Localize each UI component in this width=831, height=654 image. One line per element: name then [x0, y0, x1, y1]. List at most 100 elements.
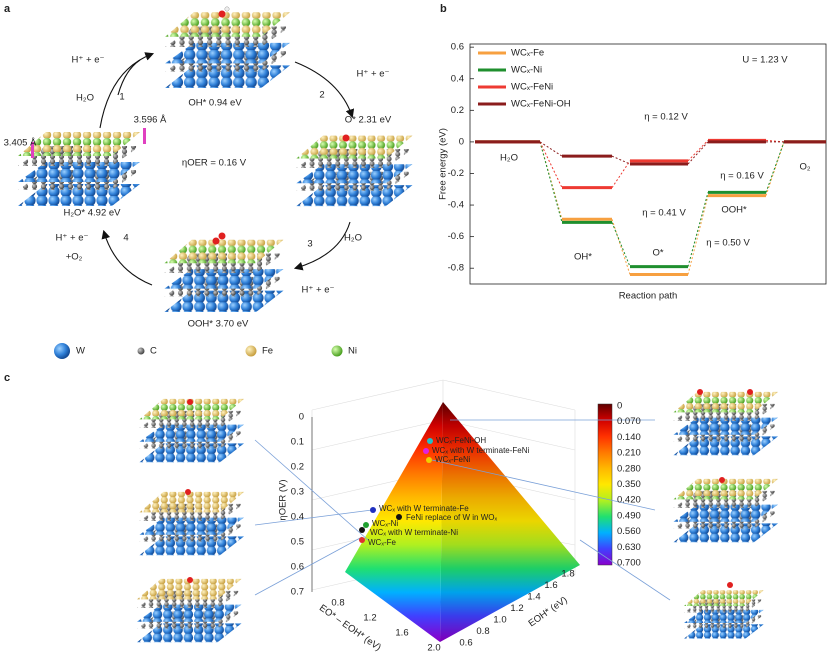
y-tick-label: 0 [459, 136, 464, 147]
y-tick-label: -0.8 [448, 263, 464, 274]
distance-bar [31, 142, 34, 158]
colorbar-label: 0.140 [617, 432, 641, 443]
panel-letter: b [440, 3, 447, 15]
x-tick-label: 1.2 [363, 613, 376, 624]
connector [765, 141, 785, 196]
connector [539, 141, 563, 157]
pyramid-face [345, 402, 443, 642]
arrow [99, 52, 155, 129]
colorbar-label: 0.350 [617, 479, 641, 490]
x-tick-label: 2.0 [427, 643, 440, 654]
y-tick-label: 0.5 [291, 537, 304, 548]
connector [611, 155, 631, 165]
annotation: η = 0.12 V [644, 112, 688, 123]
state-label: OH* [574, 252, 592, 263]
distance: 3.405 Å [4, 138, 37, 149]
pyramid-face [440, 402, 580, 642]
y-tick-label: -0.6 [448, 231, 464, 242]
legend-label: Fe [262, 346, 273, 357]
data-point [426, 457, 432, 463]
panel-b: b Free energy (eV) Reaction path 0.6 0.4 0… [438, 3, 827, 302]
adsorbate [697, 389, 703, 395]
colorbar-label: 0.420 [617, 495, 641, 506]
connector [539, 141, 563, 188]
step-out: H⁺ + e⁻ [357, 69, 390, 80]
state-label: O* 2.31 eV [345, 115, 392, 126]
point-label: WCₓ with W terminate-Ni [370, 528, 458, 537]
structure [673, 391, 778, 456]
x-tick-label: 1.6 [395, 628, 408, 639]
y-tick-label: -0.2 [448, 168, 464, 179]
z-tick-label: 0.6 [459, 638, 472, 649]
y-tick-label: 0.6 [291, 562, 304, 573]
point-label: WCₓ with W terminate-FeNi [432, 446, 530, 455]
panel-letter: c [4, 372, 10, 384]
structure [136, 578, 242, 643]
connector [687, 141, 709, 165]
legend-swatch [137, 347, 145, 355]
legend-label: WCₓ-FeNi-OH [511, 99, 571, 110]
annotation: U = 1.23 V [742, 55, 788, 66]
structure [139, 491, 244, 556]
colorbar-label: 0.630 [617, 542, 641, 553]
connectors [254, 419, 671, 601]
structure [683, 590, 764, 639]
legend-label: W [76, 346, 85, 357]
annotation: η = 0.50 V [706, 238, 750, 249]
state-label: OOH* [721, 205, 747, 216]
step-in: H₂O [344, 233, 362, 244]
adsorbate [212, 237, 220, 245]
structure [139, 398, 244, 463]
adsorbate [185, 489, 191, 495]
colorbar-label: 0.070 [617, 416, 641, 427]
structure [165, 12, 290, 88]
z-tick-label: 1.0 [493, 615, 506, 626]
data-point [363, 522, 369, 528]
y-axis-label: Free energy (eV) [438, 128, 449, 200]
colorbar-label: 0.560 [617, 526, 641, 537]
pyramid-shade [440, 402, 580, 642]
connector [687, 195, 709, 275]
y-tick-label: 0.2 [451, 105, 464, 116]
connector [611, 222, 631, 267]
step-number: 2 [319, 90, 324, 101]
adsorbate [727, 582, 733, 588]
point-label: WCₓ-Fe [368, 538, 397, 547]
z-tick-label: 1.2 [510, 603, 523, 614]
y-tick-label: 0.3 [291, 487, 304, 498]
z-tick-label: 1.6 [544, 580, 557, 591]
annotation: η = 0.41 V [642, 208, 686, 219]
state-label: OOH* 3.70 eV [188, 319, 249, 330]
arrow [293, 221, 351, 271]
adsorbate [747, 389, 753, 395]
point-label: WCₓ-FeNi-OH [436, 436, 486, 445]
z-tick-label: 1.8 [561, 569, 574, 580]
adsorbate [187, 399, 193, 405]
point-label: WCₓ with W terminate-Fe [379, 504, 469, 513]
connector [611, 160, 631, 188]
colorbar-label: 0.490 [617, 510, 641, 521]
panel-c: c ηOER (V) EO* – EOH* (eV) EOH* (eV) 00.… [4, 372, 778, 654]
colorbar-label: 0.280 [617, 463, 641, 474]
legend-label: WCₓ-Fe [511, 48, 544, 59]
adsorbate [224, 6, 230, 12]
data-point [396, 514, 402, 520]
legend-swatch [245, 345, 257, 357]
step-number: 3 [307, 239, 312, 250]
legend-label: WCₓ-Ni [511, 65, 542, 76]
state-label: H₂O [500, 153, 518, 164]
y-tick-label: 0.2 [291, 462, 304, 473]
adsorbate [187, 577, 193, 583]
y-tick-label: 0.7 [291, 587, 304, 598]
y-tick-label: 0 [299, 412, 304, 423]
arrow [294, 61, 355, 119]
colorbar-label: 0 [617, 401, 622, 412]
structure [673, 478, 778, 543]
step-in: H₂O [76, 93, 94, 104]
x-tick-label: 0.8 [331, 598, 344, 609]
x-axis-label: EO* – EOH* (eV) [317, 603, 383, 654]
connector [765, 141, 785, 193]
legend-label: Ni [348, 346, 357, 357]
data-point [359, 537, 365, 543]
